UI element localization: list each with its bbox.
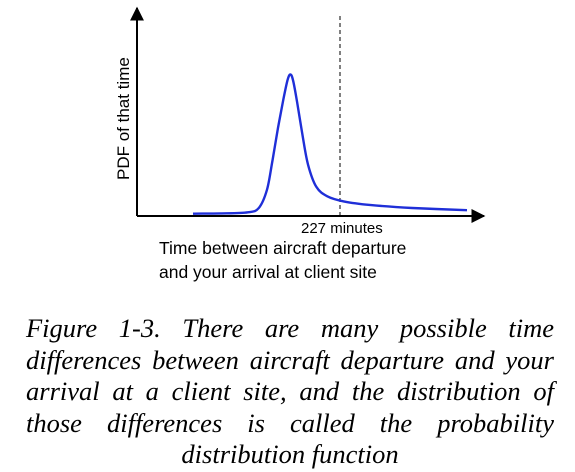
x-axis-label: Time between aircraft departure and your… — [159, 236, 406, 284]
marker-label: 227 minutes — [301, 220, 383, 237]
series-line-pdf — [192, 73, 468, 215]
figure-caption: Figure 1-3. There are many possible time… — [26, 313, 554, 469]
pdf-chart: PDF of that time 227 minutes — [114, 6, 486, 237]
x-axis-label-line-1: Time between aircraft departure — [159, 238, 407, 258]
x-axis-label-line-2: and your arrival at client site — [159, 262, 377, 282]
y-axis-label: PDF of that time — [114, 57, 133, 180]
